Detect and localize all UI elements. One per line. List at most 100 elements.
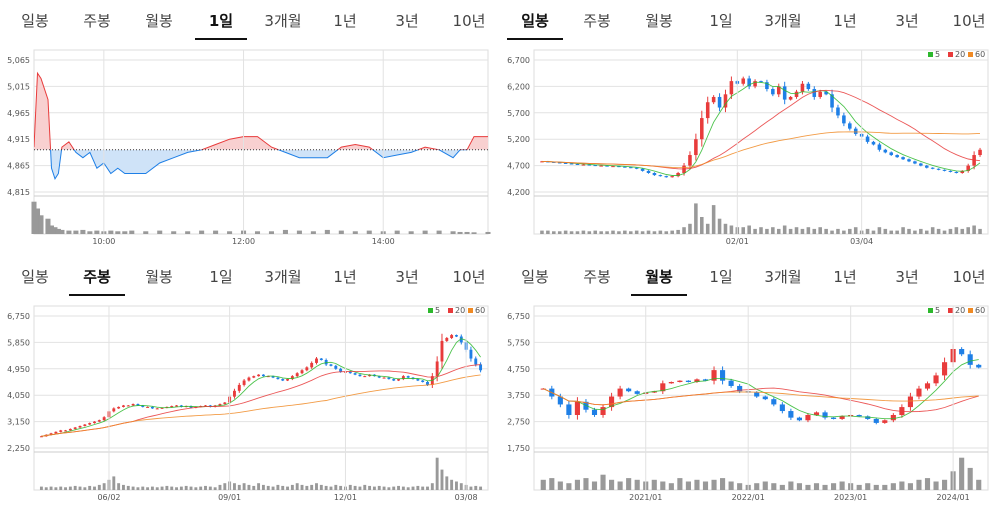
candle-body	[889, 152, 894, 156]
tab-1일[interactable]: 1일	[690, 2, 752, 40]
tab-3년[interactable]: 3년	[376, 2, 438, 40]
period-tabs[interactable]: 일봉 주봉 월봉 1일 3개월 1년 3년 10년	[4, 2, 500, 40]
tab-3년[interactable]: 3년	[876, 258, 938, 296]
tab-3개월[interactable]: 3개월	[252, 2, 314, 40]
volume-bar	[208, 486, 212, 490]
volume-bar	[479, 486, 483, 490]
candle-body	[266, 376, 270, 378]
tab-월봉[interactable]: 월봉	[628, 258, 690, 296]
candle-body	[160, 407, 164, 409]
volume-bar	[416, 485, 420, 490]
tab-3년[interactable]: 3년	[876, 2, 938, 40]
period-tabs[interactable]: 일봉 주봉 월봉 1일 3개월 1년 3년 10년	[4, 258, 500, 296]
tab-label: 10년	[452, 12, 486, 30]
y-tick-label: 3,150	[7, 418, 30, 427]
tab-10년[interactable]: 10년	[938, 2, 1000, 40]
ma-line-60	[543, 388, 979, 406]
candle-body	[617, 166, 621, 168]
tab-일봉[interactable]: 일봉	[4, 258, 66, 296]
candle-body	[459, 336, 463, 343]
candle-body	[455, 335, 458, 337]
tab-일봉[interactable]: 일봉	[504, 258, 566, 296]
period-tabs[interactable]: 일봉 주봉 월봉 1일 3개월 1년 3년 10년	[504, 2, 1000, 40]
volume-bar	[397, 485, 400, 490]
ma-line-20	[541, 89, 981, 170]
volume-bar	[436, 230, 442, 234]
candle-body	[960, 170, 965, 173]
candle-body	[640, 168, 645, 171]
candle-body	[566, 404, 572, 415]
tab-label: 10년	[452, 268, 486, 286]
volume-bar	[131, 486, 135, 490]
volume-bar	[569, 231, 574, 234]
volume-bar	[474, 485, 478, 490]
volume-bar	[80, 229, 86, 234]
volume-bar	[930, 227, 935, 234]
volume-bar	[319, 484, 323, 490]
tab-1일[interactable]: 1일	[190, 258, 252, 296]
candle-body	[305, 367, 309, 371]
candle-body	[907, 159, 911, 162]
volume-bar	[141, 486, 145, 490]
volume-bar	[737, 483, 743, 490]
candle-body	[634, 167, 639, 169]
volume-bar	[435, 457, 439, 490]
candle-body	[599, 165, 603, 167]
tab-일봉[interactable]: 일봉	[4, 2, 66, 40]
candle-body	[873, 418, 879, 423]
tab-10년[interactable]: 10년	[438, 258, 500, 296]
legend-swatch	[968, 52, 973, 57]
tab-1일[interactable]: 1일	[690, 258, 752, 296]
tab-1년[interactable]: 1년	[814, 258, 876, 296]
volume-bar	[218, 484, 222, 490]
tab-주봉[interactable]: 주봉	[66, 258, 128, 296]
volume-bar	[78, 486, 82, 490]
volume-bar	[315, 483, 318, 490]
volume-bar	[830, 230, 834, 234]
tab-label: 월봉	[145, 268, 173, 286]
candle-body	[49, 433, 53, 435]
tab-3개월[interactable]: 3개월	[752, 2, 814, 40]
volume-bar	[848, 228, 852, 234]
candle-body	[59, 430, 63, 432]
tab-3개월[interactable]: 3개월	[252, 258, 314, 296]
y-tick-label: 4,815	[7, 188, 30, 197]
tab-주봉[interactable]: 주봉	[566, 2, 628, 40]
candle-body	[720, 370, 726, 381]
volume-bar	[677, 478, 683, 490]
tab-1년[interactable]: 1년	[814, 2, 876, 40]
tab-10년[interactable]: 10년	[438, 2, 500, 40]
volume-bar	[122, 484, 125, 490]
candle-body	[700, 118, 704, 140]
volume-bar	[557, 231, 562, 234]
candle-body	[668, 382, 674, 384]
tab-1일[interactable]: 1일	[190, 2, 252, 40]
tab-주봉[interactable]: 주봉	[66, 2, 128, 40]
tab-일봉[interactable]: 일봉	[504, 2, 566, 40]
volume-bar	[408, 231, 414, 234]
tab-월봉[interactable]: 월봉	[628, 2, 690, 40]
tab-월봉[interactable]: 월봉	[128, 2, 190, 40]
tab-label: 1일	[209, 268, 233, 286]
tab-1년[interactable]: 1년	[314, 2, 376, 40]
candle-body	[895, 155, 899, 158]
chart-svg-daily: 6,700 6,200 5,700 5,200 4,700 4,200 5 20 60 02/01…	[507, 49, 989, 246]
volume-bar	[421, 486, 425, 490]
tab-1년[interactable]: 1년	[314, 258, 376, 296]
tab-3년[interactable]: 3년	[376, 258, 438, 296]
volume-bar	[933, 481, 939, 490]
candle-body	[907, 396, 913, 408]
tab-label: 월봉	[645, 12, 673, 30]
candle-body	[794, 91, 799, 97]
tab-월봉[interactable]: 월봉	[128, 258, 190, 296]
period-tabs[interactable]: 일봉 주봉 월봉 1일 3개월 1년 3년 10년	[504, 258, 1000, 296]
tab-주봉[interactable]: 주봉	[566, 258, 628, 296]
tab-3개월[interactable]: 3개월	[752, 258, 814, 296]
volume-bar	[593, 230, 598, 234]
candle-body	[741, 78, 746, 84]
volume-bar	[155, 487, 159, 490]
tab-label: 주봉	[583, 268, 611, 286]
tab-10년[interactable]: 10년	[938, 258, 1000, 296]
candle-body	[150, 406, 154, 409]
candle-body	[450, 335, 454, 338]
